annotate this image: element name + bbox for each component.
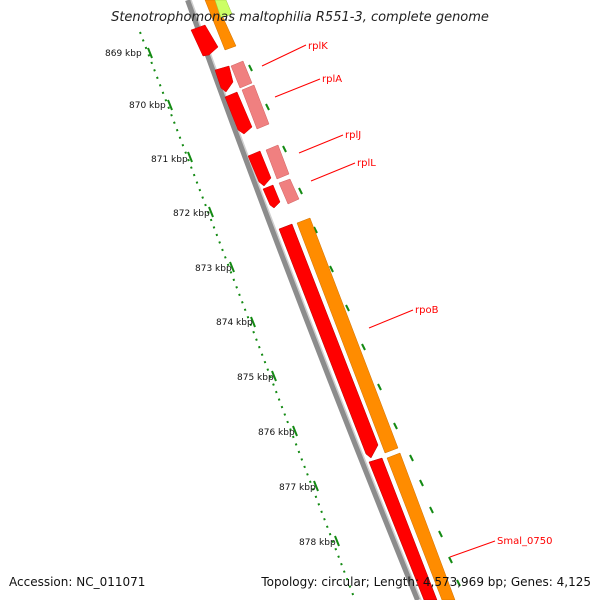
ruler-tick (313, 480, 319, 492)
ruler-tick (187, 151, 193, 163)
gene-block[interactable] (386, 452, 456, 600)
gene-arrow[interactable] (224, 91, 253, 135)
ruler-label: 873 kbp (195, 264, 232, 274)
gene-arrow[interactable] (368, 457, 438, 600)
ruler-tick (250, 316, 256, 328)
outer-tick-track (248, 64, 461, 587)
ruler-label: 872 kbp (173, 209, 210, 219)
accession-label: Accession: NC_011071 (9, 575, 146, 589)
gene-block[interactable] (278, 178, 300, 205)
gene-block[interactable] (204, 0, 237, 51)
ruler-tick (208, 206, 214, 218)
ruler-label: 874 kbp (216, 318, 253, 328)
ruler-label: 869 kbp (105, 49, 142, 59)
gene-block[interactable] (296, 217, 399, 454)
gene-block[interactable] (230, 60, 253, 89)
map-title: Stenotrophomonas maltophilia R551-3, com… (111, 10, 489, 25)
gene-label-rplK: rplK (308, 41, 328, 52)
ruler-label: 877 kbp (279, 483, 316, 493)
ruler-track (139, 31, 356, 600)
gene-label-rpoB: rpoB (415, 305, 439, 316)
gene-label-Smal_0750: Smal_0750 (497, 536, 552, 547)
genome-info-label: Topology: circular; Length: 4,573,969 bp… (261, 575, 591, 589)
gene-callouts (261, 44, 496, 558)
gene-arrow[interactable] (278, 223, 379, 459)
gene-block[interactable] (241, 84, 270, 130)
gene-label-rplJ: rplJ (345, 130, 361, 141)
ruler-tick (229, 261, 235, 273)
gene-features (190, 0, 456, 600)
genome-backbone (185, 0, 422, 600)
gene-label-rplA: rplA (322, 74, 342, 85)
ruler-tick (292, 425, 298, 437)
gene-arrow[interactable] (190, 24, 219, 57)
ruler-tick (334, 535, 340, 547)
gene-block[interactable] (214, 0, 233, 19)
gene-block[interactable] (265, 144, 290, 180)
ruler-label: 875 kbp (237, 373, 274, 383)
gene-arrow[interactable] (214, 65, 234, 93)
ruler-tick (167, 99, 173, 111)
ruler-tick (271, 370, 277, 382)
ruler-label: 870 kbp (129, 101, 166, 111)
ruler-tick (147, 47, 153, 59)
gene-label-rplL: rplL (357, 158, 376, 169)
ruler-label: 876 kbp (258, 428, 295, 438)
gene-arrow[interactable] (247, 150, 272, 187)
ruler-label: 878 kbp (299, 538, 336, 548)
ruler-label: 871 kbp (151, 155, 188, 165)
gene-arrow[interactable] (262, 184, 281, 209)
